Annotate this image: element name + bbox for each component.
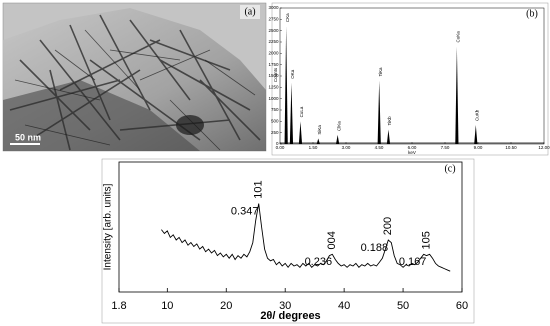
y-tick-label: 1750 xyxy=(268,62,279,67)
panel-label: (a) xyxy=(244,6,255,17)
y-tick-label: 2500 xyxy=(268,28,279,33)
peak-label: CuLa xyxy=(299,106,304,117)
peak xyxy=(474,124,478,144)
x-tick-label: 30 xyxy=(279,300,291,312)
x-tick-label: 60 xyxy=(456,300,468,312)
y-tick-label: 1250 xyxy=(268,85,279,90)
y-tick-label: 3000 xyxy=(268,5,279,10)
peak xyxy=(298,121,303,144)
d-spacing-label: 0.188 xyxy=(361,242,389,254)
peak xyxy=(316,138,320,144)
x-tick-label: 40 xyxy=(338,300,350,312)
y-tick-label: 1000 xyxy=(268,96,279,101)
d-spacing-label: 0.347 xyxy=(231,206,259,218)
tem-image xyxy=(2,2,267,152)
peak xyxy=(377,80,381,144)
x-axis-label: 2θ/ degrees xyxy=(260,310,320,322)
panel-b-frame xyxy=(271,2,549,156)
panel-label: (c) xyxy=(444,163,455,174)
peak-label: OKa xyxy=(290,69,295,79)
d-spacing-label: 0.167 xyxy=(399,256,427,268)
peak-label: TiKa xyxy=(378,67,383,77)
y-tick-label: 1500 xyxy=(268,73,279,78)
peak-label: CuKb xyxy=(474,109,479,121)
y-axis-label: Intensity [arb. units] xyxy=(103,183,114,270)
peak xyxy=(284,26,288,145)
xrd-line xyxy=(161,203,451,272)
plot-frame xyxy=(118,161,463,293)
y-tick-label: 2250 xyxy=(268,39,279,44)
peak-label: TiKb xyxy=(387,116,392,126)
x-tick-label: 9.00 xyxy=(474,145,483,150)
x-tick-label: 50 xyxy=(397,300,409,312)
y-tick-label: 750 xyxy=(271,107,279,112)
x-tick-label: 1.8 xyxy=(111,300,126,312)
y-axis-label: Counts xyxy=(273,67,278,82)
x-tick-label: 10 xyxy=(161,300,173,312)
x-tick-label: 6.00 xyxy=(408,145,417,150)
x-tick-label: 7.50 xyxy=(441,145,450,150)
peak xyxy=(455,46,459,144)
peak xyxy=(336,134,340,144)
hkl-label: 101 xyxy=(253,180,265,198)
x-tick-label: 10.50 xyxy=(505,145,517,150)
d-spacing-label: 0.236 xyxy=(305,256,333,268)
x-tick-label: 1.50 xyxy=(309,145,318,150)
x-tick-label: 12.00 xyxy=(538,145,550,150)
hkl-label: 200 xyxy=(382,217,394,235)
hkl-label: 004 xyxy=(326,231,338,249)
peak-label: CuKa xyxy=(456,31,461,43)
y-tick-label: 2000 xyxy=(268,51,279,56)
y-tick-label: 2750 xyxy=(268,17,279,22)
panel-label: (b) xyxy=(526,8,538,19)
peak-label: ClKa xyxy=(336,121,341,131)
x-tick-label: 0.00 xyxy=(276,145,285,150)
peak-label: CKa xyxy=(285,13,290,22)
peak-label: SiKa xyxy=(317,125,322,135)
x-tick-label: 3.00 xyxy=(342,145,351,150)
peak xyxy=(386,129,391,144)
x-tick-label: 4.50 xyxy=(375,145,384,150)
y-tick-label: 250 xyxy=(271,130,279,135)
x-axis-label: keV xyxy=(408,150,416,155)
scale-bar-label: 50 nm xyxy=(15,132,41,142)
x-tick-label: 20 xyxy=(220,300,232,312)
panel-c-frame xyxy=(101,158,475,324)
hkl-label: 105 xyxy=(421,231,433,249)
peak xyxy=(289,82,294,144)
y-tick-label: 0 xyxy=(276,141,279,146)
y-tick-label: 500 xyxy=(271,119,279,124)
